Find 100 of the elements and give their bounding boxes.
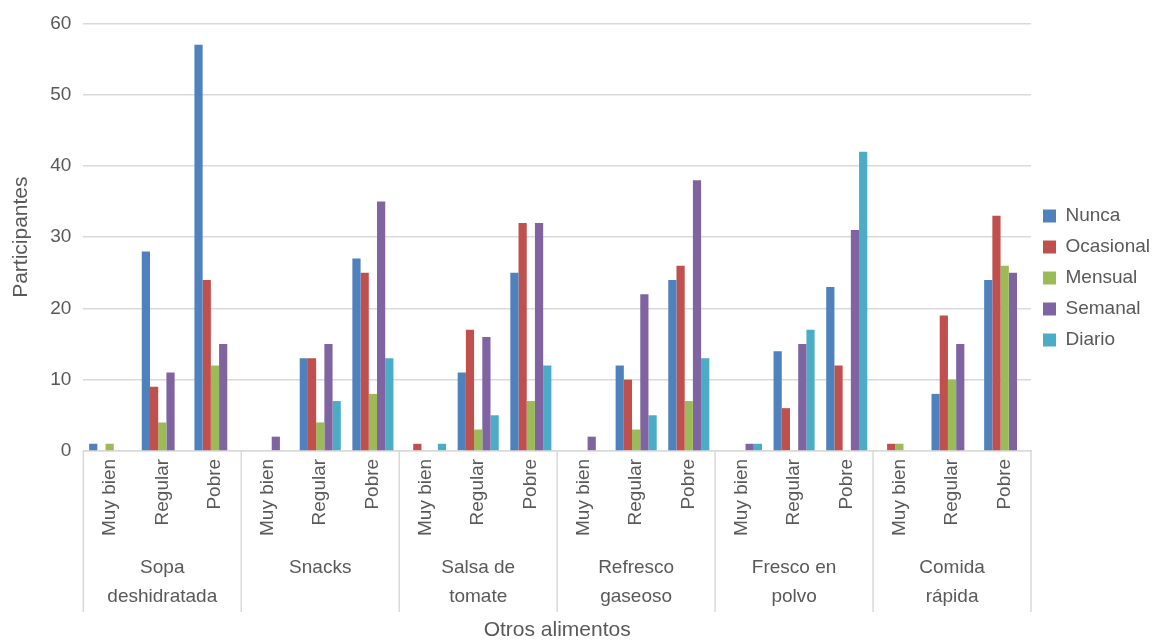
bar xyxy=(745,443,754,451)
bar xyxy=(773,351,782,451)
bar xyxy=(510,272,519,451)
x-tick-label: Pobre xyxy=(203,458,225,510)
x-axis-title: Otros alimentos xyxy=(483,616,631,640)
bar xyxy=(931,393,940,451)
bar xyxy=(465,329,475,451)
bar xyxy=(219,344,228,451)
x-tick-label: Muy bien xyxy=(887,458,909,537)
text: Fresco en polvo xyxy=(751,556,837,607)
x-tick-label: Regular xyxy=(624,458,646,526)
legend-label: Nunca xyxy=(1065,204,1121,226)
bar xyxy=(806,329,815,451)
bar xyxy=(158,422,167,451)
x-tick-label: Regular xyxy=(150,458,172,526)
bar xyxy=(413,443,422,451)
bar xyxy=(316,422,325,451)
y-axis-title: Participantes xyxy=(8,176,32,298)
x-tick-label: Muy bien xyxy=(571,458,593,537)
y-tick-label: 30 xyxy=(50,225,72,247)
bar xyxy=(684,401,693,451)
bar xyxy=(859,151,868,451)
bar xyxy=(271,436,280,451)
y-tick-label: 60 xyxy=(50,11,72,33)
bar xyxy=(834,365,843,451)
bar xyxy=(324,344,333,451)
bar xyxy=(210,365,220,451)
x-tick-label: Pobre xyxy=(677,458,699,510)
bar xyxy=(648,415,657,451)
y-tick-label: 20 xyxy=(50,296,72,318)
bar xyxy=(482,336,491,451)
bar xyxy=(798,344,807,451)
bar xyxy=(105,443,114,451)
bar xyxy=(668,279,677,451)
bar xyxy=(332,401,341,451)
bar xyxy=(640,294,649,451)
text: Salsa de tomate xyxy=(441,556,516,607)
legend-label: Diario xyxy=(1065,328,1116,350)
x-tick-label: Muy bien xyxy=(729,458,751,537)
y-tick-label: 0 xyxy=(60,439,72,461)
bar xyxy=(887,443,896,451)
bar xyxy=(307,358,317,451)
x-tick-label: Pobre xyxy=(834,458,856,510)
bar xyxy=(474,429,483,451)
x-tick-label: Regular xyxy=(782,458,804,526)
bar xyxy=(781,408,790,451)
bar xyxy=(457,372,466,451)
bar xyxy=(299,358,308,451)
x-tick-label: Pobre xyxy=(519,458,541,510)
bar xyxy=(368,393,378,451)
bar xyxy=(753,443,762,451)
text: Comida rápida xyxy=(919,556,986,607)
bar xyxy=(587,436,596,451)
bar xyxy=(956,344,965,451)
bar xyxy=(992,215,1001,451)
bar xyxy=(526,401,535,451)
text: Sopa deshidratada xyxy=(107,556,218,607)
x-tick-label: Muy bien xyxy=(255,458,277,537)
bar xyxy=(377,201,386,451)
bar xyxy=(939,315,948,451)
legend-label: Ocasional xyxy=(1065,235,1151,257)
bar xyxy=(385,358,394,451)
bar xyxy=(947,379,957,451)
legend-label: Mensual xyxy=(1065,266,1138,288)
bar xyxy=(692,180,702,451)
legend-label: Semanal xyxy=(1065,297,1141,319)
bar xyxy=(984,279,993,451)
bar xyxy=(1000,265,1009,451)
bar xyxy=(632,429,641,451)
x-tick-label: Pobre xyxy=(992,458,1014,510)
bar xyxy=(490,415,499,451)
bar xyxy=(543,365,552,451)
x-tick-label: Pobre xyxy=(361,458,383,510)
bar xyxy=(623,379,633,451)
bar xyxy=(194,44,203,451)
bar xyxy=(149,386,159,451)
bar xyxy=(89,443,98,451)
x-tick-label: Regular xyxy=(466,458,488,526)
bar xyxy=(534,222,544,451)
bar xyxy=(850,230,860,451)
bar xyxy=(437,443,447,451)
bar xyxy=(360,272,369,451)
bar xyxy=(518,222,527,451)
x-tick-label: Regular xyxy=(940,458,962,526)
bar xyxy=(352,258,361,451)
x-tick-label: Muy bien xyxy=(97,458,119,537)
bar xyxy=(166,372,175,451)
y-tick-label: 10 xyxy=(50,367,72,389)
bar xyxy=(1008,272,1018,451)
bar xyxy=(701,358,710,451)
bar xyxy=(826,287,835,451)
bar xyxy=(141,251,150,451)
x-tick-label: Muy bien xyxy=(413,458,435,537)
text: Refresco gaseoso xyxy=(598,556,675,607)
x-tick-label: Regular xyxy=(308,458,330,526)
bar xyxy=(676,265,685,451)
bar xyxy=(895,443,904,451)
text: Snacks xyxy=(289,556,352,578)
y-tick-label: 40 xyxy=(50,154,72,176)
bar xyxy=(615,365,624,451)
